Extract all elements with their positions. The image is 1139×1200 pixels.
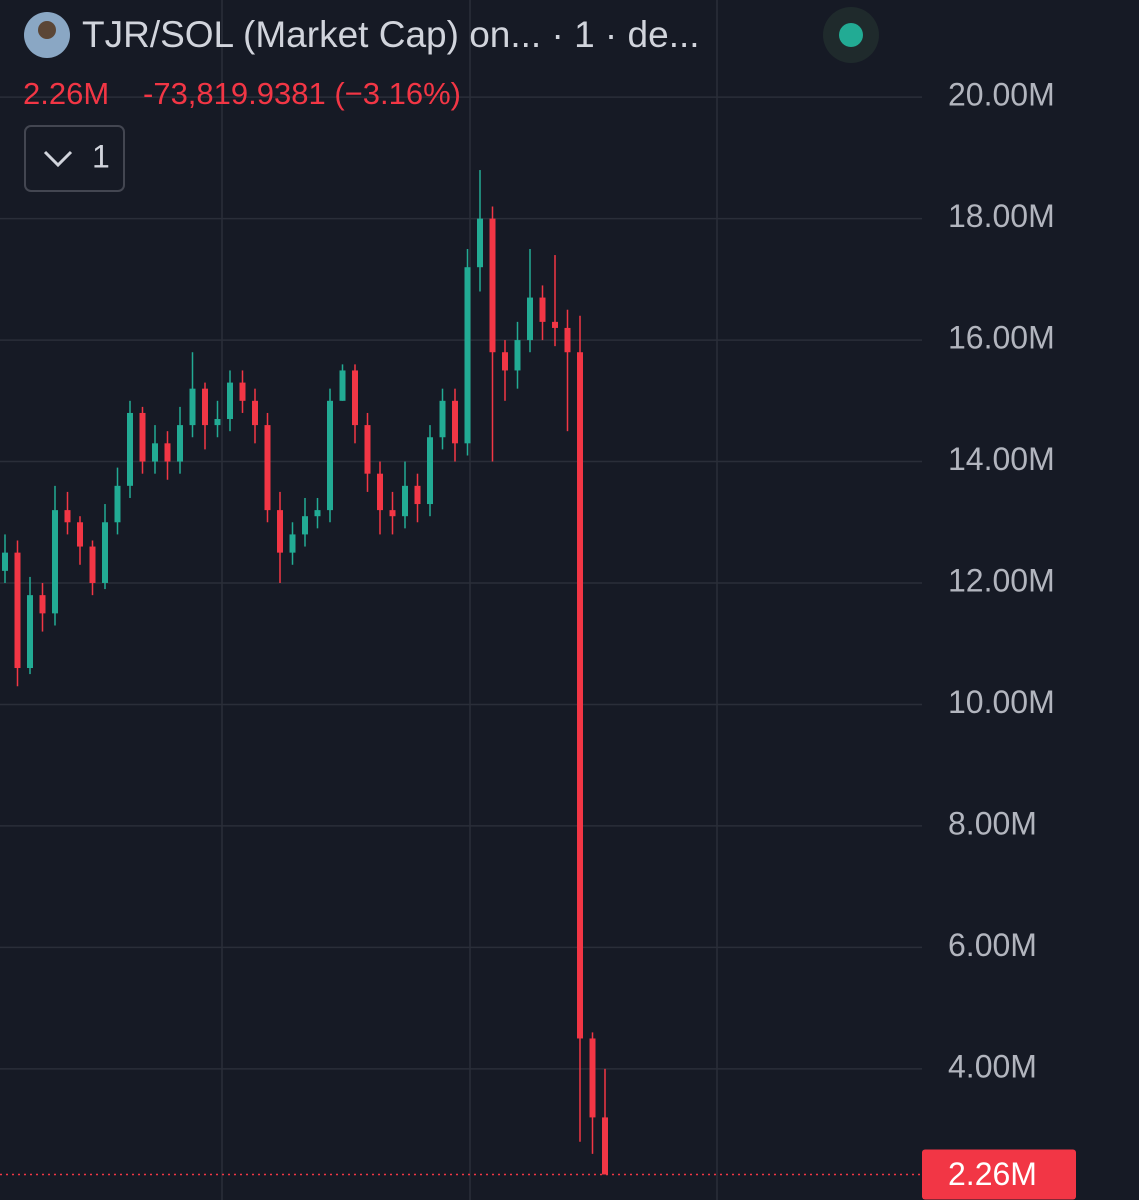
candle-body (552, 321, 558, 328)
candle-body (577, 352, 583, 1039)
candle-body (302, 516, 308, 535)
candle-body (27, 595, 33, 669)
candle-body (2, 552, 8, 571)
candle-body (214, 419, 221, 426)
candle-body (239, 382, 246, 401)
candle-body (464, 267, 471, 444)
candle-body (402, 485, 408, 517)
y-tick-label: 16.00M (948, 320, 1055, 356)
candle-body (277, 510, 283, 553)
chart-title[interactable]: TJR/SOL (Market Cap) on... · 1 · de... (82, 14, 700, 55)
candle-body (352, 370, 358, 426)
candle-body (77, 522, 83, 547)
candle-body (177, 425, 183, 462)
candle-body (602, 1117, 608, 1175)
y-tick-label: 20.00M (948, 77, 1055, 113)
candle-body (414, 485, 421, 505)
candle-body (489, 218, 496, 353)
last-price-box (922, 1149, 1076, 1200)
candle-body (339, 370, 346, 401)
y-tick-label: 18.00M (948, 198, 1055, 234)
candle-body (102, 522, 108, 583)
candle-body (227, 382, 233, 420)
candle-body (327, 400, 333, 511)
candle-body (589, 1038, 596, 1118)
candle-body (64, 510, 71, 523)
candle-body (314, 510, 321, 517)
candle-body (514, 340, 521, 371)
candle-body (452, 400, 458, 444)
candle-body (52, 510, 58, 614)
candle-body (189, 388, 196, 426)
candle-body (127, 412, 133, 486)
candle-body (264, 425, 271, 511)
candle-body (364, 425, 371, 474)
y-tick-label: 6.00M (948, 927, 1037, 963)
last-price-label: 2.26M (948, 1156, 1037, 1192)
candle-body (39, 595, 46, 614)
candle-body (527, 297, 533, 341)
candle-body (502, 352, 508, 371)
candle-body (389, 510, 396, 517)
candle-body (564, 327, 571, 353)
indicator-count: 1 (92, 138, 110, 174)
status-dot (839, 23, 863, 47)
candle-body (152, 443, 158, 462)
candle-body (427, 437, 433, 505)
y-tick-label: 12.00M (948, 562, 1055, 598)
y-tick-label: 4.00M (948, 1048, 1037, 1084)
header-price: 2.26M (23, 76, 109, 111)
candle-body (89, 546, 96, 583)
vertical-grid (221, 0, 718, 1200)
candle-body (477, 218, 483, 268)
symbol-avatar-detail (38, 21, 56, 39)
y-tick-label: 8.00M (948, 805, 1037, 841)
candle-body (377, 473, 383, 511)
candle-body (114, 485, 121, 523)
chevron-icon (43, 150, 73, 168)
candle-body (202, 388, 208, 426)
candle-body (289, 534, 296, 553)
candle-body (164, 443, 171, 462)
y-tick-label: 10.00M (948, 684, 1055, 720)
candle-body (14, 552, 21, 669)
candle-body (139, 412, 146, 462)
indicator-toggle[interactable] (24, 125, 125, 192)
y-tick-label: 14.00M (948, 441, 1055, 477)
header-change: -73,819.9381 (−3.16%) (143, 76, 461, 111)
candle-body (439, 400, 446, 438)
candle-body (539, 297, 546, 322)
candle-body (252, 400, 258, 426)
